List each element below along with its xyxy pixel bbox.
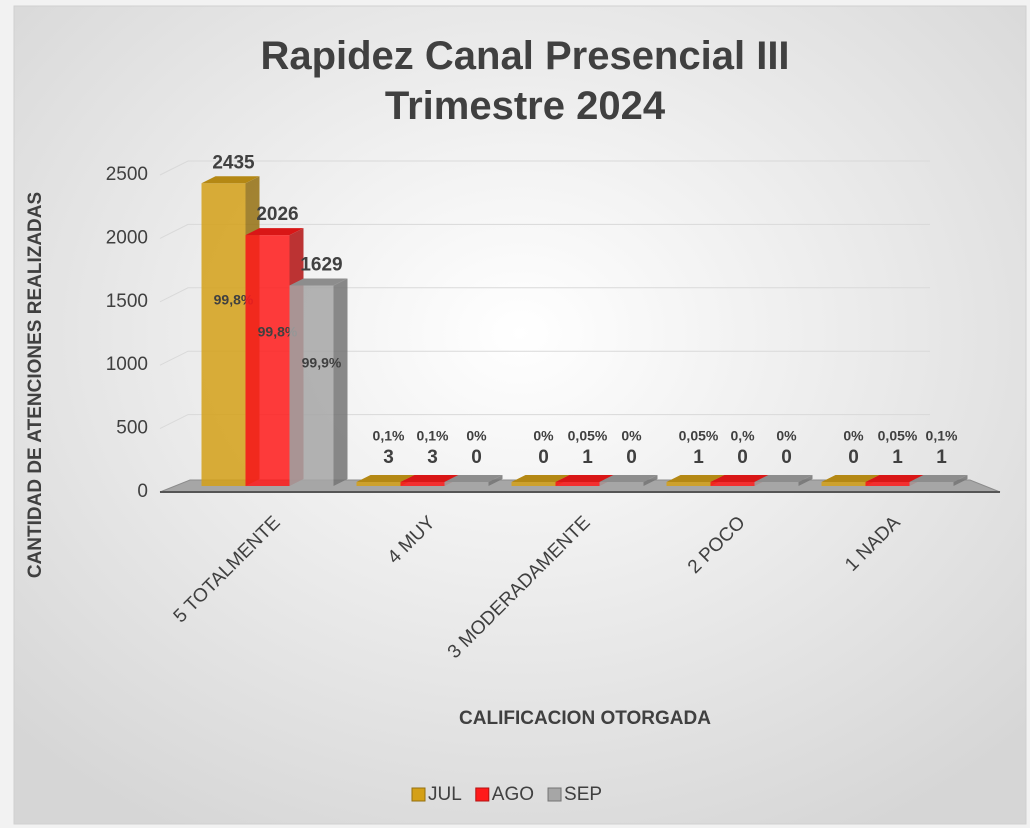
share-label: 0% <box>533 428 554 444</box>
bar-front <box>555 482 600 486</box>
value-label: 1629 <box>300 254 342 275</box>
bar <box>444 475 503 486</box>
chart-title: Rapidez Canal Presencial III Trimestre 20… <box>260 34 789 128</box>
bar-front <box>356 482 401 486</box>
share-label: 0,05% <box>878 428 918 444</box>
legend-swatch <box>411 787 426 802</box>
share-label: 0% <box>776 428 797 444</box>
bar-top <box>821 475 880 482</box>
bar-front <box>666 482 711 486</box>
bar-top <box>245 228 304 236</box>
y-tick-label: 1500 <box>106 291 148 312</box>
share-label: 0,1% <box>417 428 449 444</box>
legend-swatch <box>547 787 562 802</box>
x-axis-title: CALIFICACION OTORGADA <box>459 708 711 729</box>
value-label: 3 <box>383 447 394 468</box>
value-label: 1 <box>936 447 947 468</box>
bar-top <box>754 475 813 482</box>
value-label: 1 <box>892 447 903 468</box>
bar-front <box>444 482 489 486</box>
y-tick-label: 2000 <box>106 227 148 248</box>
bar-top <box>599 475 658 482</box>
bar-top <box>289 278 348 286</box>
bar-top <box>511 475 570 482</box>
bar-front <box>400 482 445 486</box>
share-label: 0,1% <box>373 428 405 444</box>
grid-line <box>159 414 930 430</box>
share-label: 99,8% <box>258 323 298 339</box>
grid-line <box>159 350 930 366</box>
bar-front <box>754 482 799 486</box>
bar <box>754 475 813 486</box>
bar-front <box>821 482 866 486</box>
bar <box>289 278 348 486</box>
legend-swatch <box>475 787 490 802</box>
value-label: 1 <box>693 447 704 468</box>
share-label: 99,9% <box>302 355 342 371</box>
share-label: 99,8% <box>214 291 254 307</box>
bar-side <box>488 475 503 486</box>
bar-side <box>953 475 968 486</box>
value-label: 2435 <box>212 152 255 173</box>
y-tick-label: 1000 <box>106 354 148 375</box>
y-tick-label: 0 <box>137 481 148 502</box>
value-label: 1 <box>582 447 593 468</box>
legend-label: JUL <box>428 784 462 805</box>
bar-top <box>710 475 769 482</box>
share-label: 0,% <box>730 428 755 444</box>
bar-side <box>798 475 813 486</box>
value-label: 0 <box>781 447 792 468</box>
share-label: 0,1% <box>926 428 958 444</box>
bar-front <box>710 482 755 486</box>
y-tick-label: 2500 <box>106 164 148 185</box>
bar-side <box>333 278 348 486</box>
bar-top <box>201 176 260 184</box>
legend-label: SEP <box>564 784 602 805</box>
bar <box>909 475 968 486</box>
bar-top <box>865 475 924 482</box>
bar-top <box>909 475 968 482</box>
share-label: 0% <box>621 428 642 444</box>
value-label: 0 <box>538 447 549 468</box>
bar-front <box>511 482 556 486</box>
legend-label: AGO <box>492 784 534 805</box>
bar-front <box>201 183 246 486</box>
bar-front <box>289 285 334 486</box>
y-axis-title: CANTIDAD DE ATENCIONES REALIZADAS <box>25 192 46 578</box>
bar <box>599 475 658 486</box>
value-label: 0 <box>848 447 859 468</box>
value-label: 0 <box>626 447 637 468</box>
bar-top <box>356 475 415 482</box>
bar-front <box>245 235 290 486</box>
value-label: 3 <box>427 447 438 468</box>
bar-top <box>555 475 614 482</box>
share-label: 0% <box>466 428 487 444</box>
bar-front <box>909 482 954 486</box>
bar-top <box>666 475 725 482</box>
share-label: 0,05% <box>679 428 719 444</box>
bar-front <box>599 482 644 486</box>
bar-front <box>865 482 910 486</box>
value-label: 2026 <box>256 204 298 225</box>
share-label: 0,05% <box>568 428 608 444</box>
grid-line <box>159 223 930 239</box>
bar-side <box>643 475 658 486</box>
y-tick-label: 500 <box>116 418 148 439</box>
value-label: 0 <box>471 447 482 468</box>
bar-top <box>400 475 459 482</box>
grid-line <box>159 160 930 176</box>
grid-line <box>159 287 930 303</box>
bar-top <box>444 475 503 482</box>
value-label: 0 <box>737 447 748 468</box>
share-label: 0% <box>843 428 864 444</box>
